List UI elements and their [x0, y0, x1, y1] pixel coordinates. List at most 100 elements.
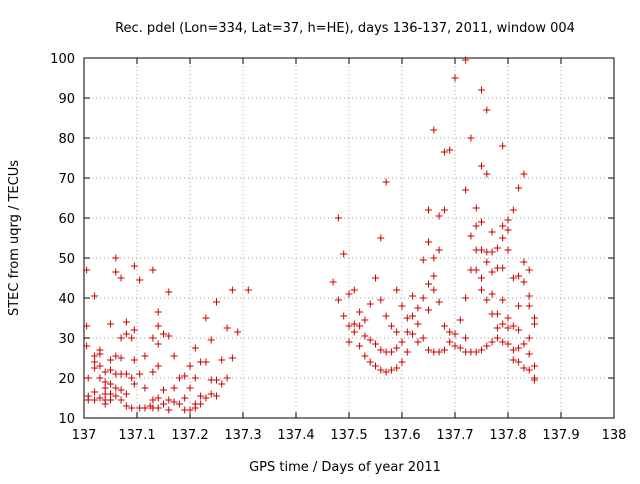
data-point [366, 358, 374, 366]
tick-labels: 137 137.1 137.2 137.3 137.4 137.5 137.6 137.7 13… [50, 52, 626, 443]
data-point [515, 272, 523, 280]
data-point [531, 376, 538, 384]
data-point [366, 336, 374, 344]
data-point [91, 352, 99, 360]
data-point [451, 330, 459, 338]
data-point [499, 234, 507, 242]
data-point [350, 328, 358, 336]
x-tick-label: 138 [602, 428, 627, 443]
data-point [117, 354, 125, 362]
data-point [191, 404, 199, 412]
data-point [191, 344, 199, 352]
data-point [387, 348, 395, 356]
data-point [472, 204, 480, 212]
data-point [122, 318, 130, 326]
data-point [107, 390, 114, 398]
data-point [509, 206, 517, 214]
x-tick-label: 137.8 [489, 428, 526, 443]
data-point [425, 238, 432, 246]
data-point [356, 308, 364, 316]
data-point [361, 352, 369, 360]
data-point [387, 366, 395, 374]
data-point [213, 298, 220, 306]
data-point [350, 286, 358, 294]
data-point [350, 320, 358, 328]
data-point [520, 258, 528, 266]
data-point [382, 368, 390, 376]
data-point [509, 346, 517, 354]
data-point [186, 362, 194, 370]
data-point [160, 400, 167, 408]
data-point [234, 328, 242, 336]
data-point [141, 384, 149, 392]
data-point [435, 348, 443, 356]
data-point [488, 338, 496, 346]
data-point [141, 404, 149, 412]
data-point [345, 322, 353, 330]
data-point [372, 274, 379, 282]
data-point [101, 378, 109, 386]
data-point [382, 178, 390, 186]
data-point [520, 340, 528, 348]
y-tick-label: 70 [58, 172, 75, 187]
data-point [197, 400, 205, 408]
data-point [488, 268, 496, 276]
data-point [446, 338, 454, 346]
data-point [456, 316, 464, 324]
data-point [130, 356, 138, 364]
data-point [149, 396, 157, 404]
data-point [478, 274, 485, 282]
data-point [393, 286, 401, 294]
data-point [218, 356, 226, 364]
data-point [478, 162, 485, 170]
y-tick-label: 90 [58, 92, 75, 107]
data-point [499, 320, 507, 328]
data-point [122, 402, 130, 410]
data-point [493, 244, 501, 252]
data-point [91, 358, 99, 366]
data-point [345, 338, 353, 346]
data-point [340, 312, 348, 320]
data-point [141, 352, 149, 360]
data-point [96, 350, 104, 358]
data-point [430, 272, 438, 280]
data-point [430, 286, 438, 294]
data-point [425, 306, 432, 314]
data-point [149, 266, 157, 274]
data-point [414, 304, 422, 312]
data-point [499, 338, 507, 346]
data-point [467, 134, 475, 142]
data-point [223, 324, 231, 332]
data-point [440, 346, 448, 354]
data-point [334, 214, 342, 222]
data-point [425, 206, 432, 214]
data-point [202, 358, 210, 366]
data-point [181, 394, 189, 402]
data-point [207, 390, 215, 398]
data-point [149, 368, 157, 376]
data-point [154, 362, 162, 370]
data-point [414, 320, 422, 328]
data-point [117, 334, 125, 342]
data-point [112, 268, 120, 276]
data-point [329, 278, 337, 286]
data-point [361, 316, 369, 324]
data-point [520, 364, 528, 372]
data-point [398, 358, 406, 366]
data-point [96, 362, 104, 370]
data-point [515, 326, 523, 334]
x-tick-label: 137.3 [224, 428, 261, 443]
data-point [414, 338, 422, 346]
data-point [409, 292, 417, 300]
data-point [446, 328, 454, 336]
data-point [499, 222, 507, 230]
data-point [130, 326, 138, 334]
data-point [515, 184, 523, 192]
data-point [136, 370, 144, 378]
data-point [504, 246, 512, 254]
data-point [478, 346, 485, 354]
data-point [101, 384, 109, 392]
data-point [393, 344, 401, 352]
data-point [430, 126, 438, 134]
